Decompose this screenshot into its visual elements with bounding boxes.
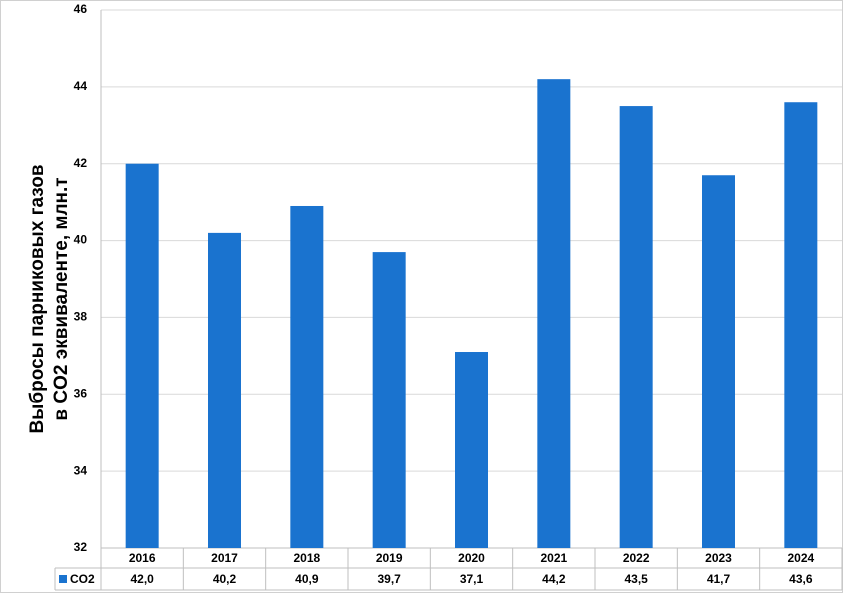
table-value: 39,7: [377, 572, 401, 586]
x-tick-label: 2024: [787, 551, 814, 565]
y-tick-label: 36: [74, 386, 88, 400]
bar: [702, 175, 735, 548]
legend-swatch: [59, 575, 67, 583]
x-tick-label: 2016: [129, 551, 156, 565]
table-value: 44,2: [542, 572, 566, 586]
x-tick-label: 2022: [623, 551, 650, 565]
table-value: 41,7: [707, 572, 731, 586]
bar: [372, 252, 406, 548]
table-value: 42,0: [130, 572, 154, 586]
bar: [290, 205, 324, 548]
y-axis-title-line: в CO2 эквиваленте, млн.т: [51, 177, 72, 420]
y-tick-label: 40: [74, 233, 88, 247]
bar: [455, 352, 488, 548]
bar: [208, 232, 241, 548]
x-tick-label: 2020: [458, 551, 485, 565]
bar: [619, 106, 653, 549]
y-axis-title: Выбросы парниковых газов в CO2 эквивален…: [27, 164, 72, 433]
x-tick-label: 2017: [211, 551, 238, 565]
y-tick-label: 32: [74, 540, 88, 554]
bar: [125, 163, 159, 548]
table-value: 43,6: [789, 572, 813, 586]
x-tick-label: 2023: [705, 551, 732, 565]
y-axis-title-line: Выбросы парниковых газов: [27, 164, 48, 433]
y-tick-label: 46: [74, 2, 88, 16]
legend-label: CO2: [70, 572, 95, 586]
x-tick-label: 2019: [376, 551, 403, 565]
y-tick-label: 34: [74, 463, 88, 477]
table-value: 40,2: [213, 572, 237, 586]
x-tick-label: 2021: [540, 551, 567, 565]
y-tick-label: 38: [74, 310, 88, 324]
bar: [784, 102, 818, 548]
x-tick-label: 2018: [293, 551, 320, 565]
table-value: 37,1: [460, 572, 484, 586]
y-tick-label: 42: [74, 156, 88, 170]
bar: [537, 79, 571, 549]
table-value: 40,9: [295, 572, 319, 586]
table-value: 43,5: [624, 572, 648, 586]
y-tick-label: 44: [74, 79, 88, 93]
